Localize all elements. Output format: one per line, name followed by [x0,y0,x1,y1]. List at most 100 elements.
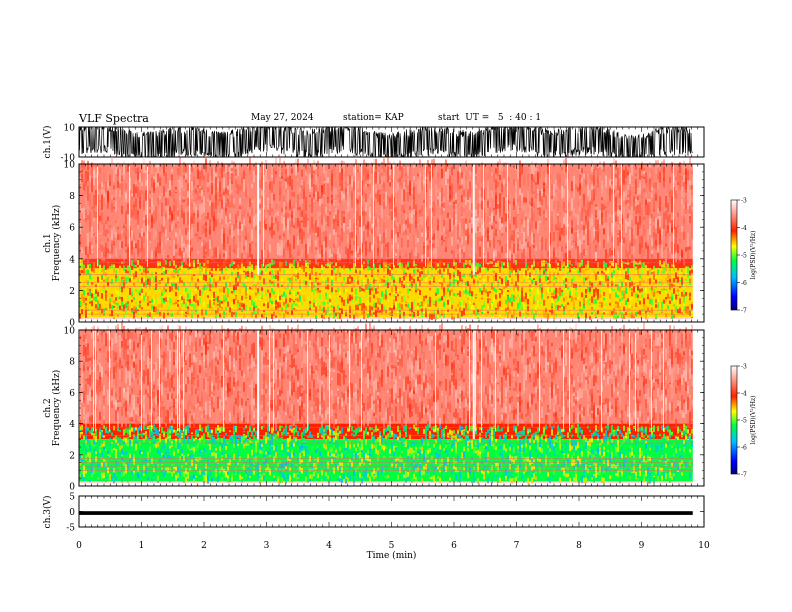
ch1-speckle [319,293,321,299]
ch1-speckle [117,181,119,188]
ch1-speckle [481,265,483,268]
ch1-speckle [331,224,333,237]
ch1-speckle [183,199,185,202]
ch1-speckle [359,191,361,196]
ch1-speckle [381,189,383,197]
ch1-speckle [309,303,311,308]
ch1-speckle [123,166,125,180]
ch1-speckle [285,260,287,266]
ch1-speckle [439,297,441,302]
ch1-speckle [407,166,409,177]
ch1-speckle [411,198,413,214]
ch1-speckle [93,218,95,222]
ch1-speckle [477,249,479,259]
ch1-speckle [457,269,459,276]
ch1-speckle [241,303,243,308]
ch1-speckle [483,301,485,306]
ch1-speckle [295,306,297,310]
ch1-speckle [133,184,135,198]
ch1-speckle [133,297,135,300]
ch1-speckle [107,264,109,269]
ch1-speckle [525,216,527,221]
ch1-speckle [291,206,293,218]
ch1-speckle [427,303,429,309]
ch1-speckle [259,229,261,234]
ch1-speckle [223,287,225,293]
ch1-speckle [297,306,299,309]
ch1-speckle [515,281,517,287]
ch1-speckle [349,251,351,264]
date-label: May 27, 2024 [251,113,314,123]
ch1-speckle [497,290,499,293]
ch1-speckle [469,310,471,317]
ch1-speckle [419,298,421,304]
ch1-speckle [145,280,147,287]
ch1-speckle [487,179,489,189]
ch1-speckle [545,217,547,221]
ch1-speckle [125,236,127,249]
ch1-speckle [145,314,147,317]
ch1-speckle [405,253,407,258]
ch1-speckle [127,164,129,172]
ch1-speckle [435,299,437,302]
ch1-speckle [449,175,451,190]
ch1-speckle [343,265,345,270]
ch1-speckle [417,282,419,288]
ch1-speckle [447,229,449,237]
ch1-speckle [531,197,533,207]
ch1-speckle [489,291,491,295]
ch1-speckle [469,170,471,177]
ch1-speckle [511,314,513,318]
ch1-speckle [461,179,463,185]
ch1-speckle [167,237,169,241]
ch1-speckle [101,189,103,195]
ch1-speckle [245,216,247,226]
ch1-speckle [167,261,169,268]
ch1-speckle [303,209,305,221]
ch1-speckle [353,266,355,272]
ch1-speckle [249,198,251,208]
ch1-speckle [527,173,529,186]
ch1-speckle [555,179,557,191]
ch1-speckle [147,278,149,283]
ch1-speckle [95,211,97,218]
ch1-speckle [413,299,415,306]
ch1-speckle [211,308,213,314]
ch1-speckle [357,169,359,173]
ch1-speckle [275,270,277,276]
ch1-speckle [529,222,531,236]
ch1-speckle [513,243,515,257]
ch1-speckle [157,278,159,281]
ch1-speckle [403,295,405,302]
ch1-speckle [105,272,107,276]
ch1-speckle [189,269,191,274]
ch1-speckle [519,197,521,210]
ch1-speckle [381,305,383,312]
ch1-speckle [277,275,279,282]
ch1-speckle [219,198,221,202]
ch1-speckle [481,224,483,237]
ch1-speckle [321,264,323,271]
ch1-speckle [363,231,365,245]
ch1-speckle [467,199,469,203]
ch1-speckle [383,305,385,312]
ch1-speckle [405,229,407,235]
ch1-speckle [467,303,469,308]
ch1-speckle [517,164,519,180]
ch1-speckle [471,228,473,234]
ch1-speckle [131,190,133,195]
ch1-speckle [573,283,575,289]
ch1-speckle [337,312,339,315]
ch1-speckle [563,252,565,260]
ch1-speckle [507,307,509,311]
ch1-speckle [223,311,225,315]
ch1-speckle [197,169,199,180]
ch1-speckle [281,227,283,239]
ch1-speckle [265,266,267,272]
ch1-speckle [479,207,481,223]
ch1-speckle [267,312,269,315]
ch1-speckle [157,310,159,314]
ch1-speckle [123,276,125,280]
ch1-speckle [309,273,311,280]
ch1-speckle [247,183,249,196]
